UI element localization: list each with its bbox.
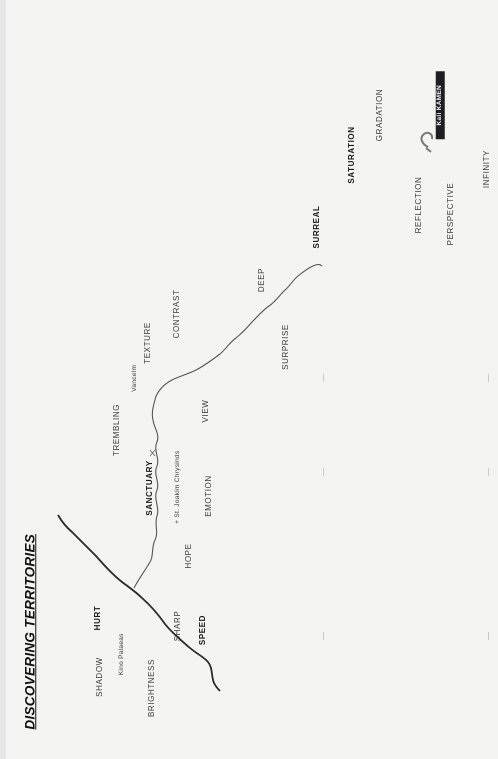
label-gradation: GRADATION bbox=[375, 88, 384, 142]
label-emotion: EMOTION bbox=[204, 475, 213, 517]
label-infinity: INFINITY bbox=[482, 149, 491, 189]
label-sharp: SHARP bbox=[173, 610, 182, 642]
scan-mark bbox=[323, 374, 324, 382]
scan-mark bbox=[323, 468, 324, 476]
label-surreal: SURREAL bbox=[312, 205, 321, 249]
label-hurt: HURT bbox=[93, 605, 102, 631]
label-saturation: SATURATION bbox=[347, 126, 356, 184]
label-perspective: PERSPECTIVE bbox=[446, 182, 455, 246]
tick-mark bbox=[149, 449, 156, 457]
label-shadow: SHADOW bbox=[95, 657, 104, 697]
label-reflection: REFLECTION bbox=[414, 176, 423, 234]
label-kino-palaeas: Kino Palaeas bbox=[117, 633, 125, 676]
label-contrast: CONTRAST bbox=[172, 289, 181, 339]
scan-mark bbox=[488, 468, 489, 476]
label-vancelm: Vancelm bbox=[130, 364, 138, 392]
label-view: VIEW bbox=[201, 399, 210, 423]
label-speed: SPEED bbox=[198, 614, 207, 646]
main-path-line bbox=[57, 514, 221, 692]
label-surprise: SURPRISE bbox=[281, 324, 290, 370]
scan-mark bbox=[323, 632, 324, 640]
label-hope: HOPE bbox=[184, 543, 193, 569]
label-kamen: Kali KAMEN bbox=[435, 71, 445, 140]
hook-mark bbox=[420, 131, 434, 153]
label-deep: DEEP bbox=[257, 267, 266, 293]
branch-path-line bbox=[133, 263, 323, 589]
label-sanctuary: SANCTUARY bbox=[145, 460, 154, 516]
page-title: DISCOVERING TERRITORIES bbox=[22, 533, 38, 730]
scan-mark bbox=[488, 632, 489, 640]
scan-mark bbox=[488, 374, 489, 382]
label-texture: TEXTURE bbox=[143, 322, 152, 364]
label-brightness: BRIGHTNESS bbox=[147, 659, 156, 718]
scan-edge bbox=[0, 0, 6, 759]
label-trembling: TREMBLING bbox=[112, 403, 121, 457]
label-st-joakim: + St. Joakim Chrysinds bbox=[173, 450, 181, 524]
